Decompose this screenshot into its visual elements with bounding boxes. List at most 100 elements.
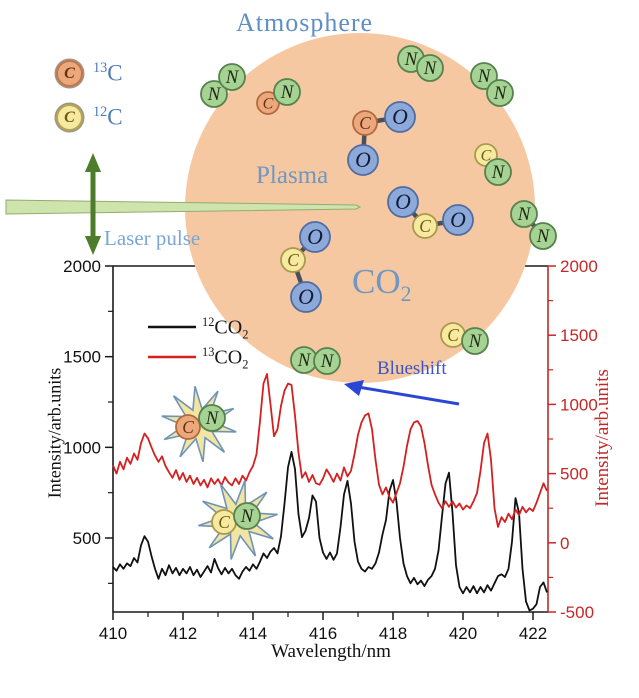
atom-symbol: N bbox=[297, 350, 312, 371]
tick-label: 422 bbox=[519, 624, 547, 643]
atom-symbol: C bbox=[447, 325, 459, 345]
legend-entry-12co2: 12CO2 bbox=[202, 315, 249, 342]
carbon12-atom-icon: C bbox=[56, 104, 83, 131]
isotope-key-13c: C 13C bbox=[56, 60, 123, 87]
n-atom bbox=[416, 54, 444, 82]
blueshift-label: Blueshift bbox=[377, 358, 447, 379]
o-atom bbox=[299, 221, 331, 253]
atom-symbol: O bbox=[395, 190, 411, 214]
c13-atom bbox=[352, 110, 378, 136]
atom-symbol: N bbox=[517, 204, 532, 225]
spectrum-13CO2 bbox=[112, 373, 548, 528]
atom-symbol: C bbox=[359, 113, 371, 133]
n2-molecule: NN bbox=[200, 63, 246, 108]
n-atom bbox=[233, 502, 261, 530]
tick-label: 1500 bbox=[560, 326, 598, 345]
n2-molecule: NN bbox=[510, 200, 557, 250]
plasma-label: Plasma bbox=[256, 162, 329, 189]
isotope-key-12c: C 12C bbox=[56, 104, 123, 131]
cn-molecule: CN bbox=[474, 143, 512, 186]
atmosphere-label: Atmosphere bbox=[236, 8, 374, 37]
left-axis-title: Intensity/arb.units bbox=[44, 367, 65, 499]
legend-entry-13co2: 13CO2 bbox=[202, 345, 249, 372]
o-atom bbox=[384, 101, 416, 133]
isotope-key-12c-label: 12C bbox=[93, 104, 123, 130]
co2-molecule: CO O bbox=[280, 221, 331, 313]
tick-label: 0 bbox=[560, 534, 569, 553]
atom-symbol: C bbox=[287, 250, 299, 270]
n-atom bbox=[470, 62, 498, 90]
co2-molecule: COO bbox=[387, 186, 474, 239]
tick-label: 1500 bbox=[63, 348, 101, 367]
atom-symbol: N bbox=[280, 82, 295, 103]
atom-symbol: N bbox=[205, 408, 220, 429]
atom-symbol: N bbox=[404, 49, 419, 70]
atom-symbol: C bbox=[263, 95, 274, 112]
n-atom bbox=[218, 63, 246, 91]
atom-symbol: C bbox=[481, 147, 492, 164]
n-atom bbox=[461, 327, 489, 355]
tick-label: 500 bbox=[73, 529, 101, 548]
tick-label: 1000 bbox=[63, 438, 101, 457]
atom-symbol: O bbox=[355, 148, 371, 172]
spectrum-12CO2 bbox=[112, 450, 548, 612]
tick-label: 500 bbox=[560, 465, 588, 484]
tick-label: -500 bbox=[560, 603, 594, 622]
atom-symbol: N bbox=[423, 58, 438, 79]
atom-symbol: N bbox=[493, 83, 508, 104]
o-atom bbox=[347, 144, 379, 176]
c12-atom bbox=[280, 247, 306, 273]
atom-symbol: O bbox=[450, 208, 466, 232]
n-atom bbox=[484, 158, 512, 186]
atom-symbol: N bbox=[207, 84, 222, 105]
n-atom bbox=[313, 347, 341, 375]
atom-symbol: N bbox=[477, 66, 492, 87]
n-atom bbox=[510, 200, 538, 228]
atom-symbol: N bbox=[320, 351, 335, 372]
right-axis-title: Intensity/arb.units bbox=[592, 369, 613, 507]
tick-label: 412 bbox=[169, 624, 197, 643]
n-atom bbox=[200, 80, 228, 108]
tick-label: 410 bbox=[99, 624, 127, 643]
isotope-key-13c-label: 13C bbox=[93, 60, 123, 86]
atom-symbol: N bbox=[491, 162, 506, 183]
co2-label: CO2 bbox=[352, 262, 412, 306]
laser-pulse-label: Laser pulse bbox=[104, 226, 201, 250]
atom-symbol: C bbox=[218, 512, 230, 532]
atom-symbol: N bbox=[225, 67, 240, 88]
tick-label: 416 bbox=[309, 624, 337, 643]
o-atom bbox=[442, 204, 474, 236]
atom-symbol: O bbox=[307, 225, 323, 249]
c13-atom bbox=[175, 414, 201, 440]
tick-label: 2000 bbox=[63, 257, 101, 276]
tick-label: 1000 bbox=[560, 395, 598, 414]
tick-label: 2000 bbox=[560, 257, 598, 276]
axis-ticks: 410 412 414 416 418 420 422 500 1000 1500 2000 -500… bbox=[63, 257, 598, 643]
cn-molecule: CN bbox=[256, 78, 301, 115]
tick-label: 418 bbox=[379, 624, 407, 643]
atom-symbol: C bbox=[182, 417, 194, 437]
x-axis-title: Wavelength/nm bbox=[271, 641, 391, 662]
laser-direction-arrow bbox=[85, 153, 101, 255]
atom-symbol: O bbox=[392, 105, 408, 129]
laser-beam bbox=[5, 199, 362, 215]
o-atom bbox=[290, 281, 322, 313]
n-atom bbox=[486, 79, 514, 107]
atom-symbol: N bbox=[240, 506, 255, 527]
atom-symbol: N bbox=[536, 226, 551, 247]
c12-atom bbox=[412, 213, 438, 239]
n-atom bbox=[273, 78, 301, 106]
n-atom bbox=[198, 404, 226, 432]
atom-symbol: O bbox=[298, 285, 314, 309]
carbon13-atom-icon: C bbox=[56, 60, 83, 87]
